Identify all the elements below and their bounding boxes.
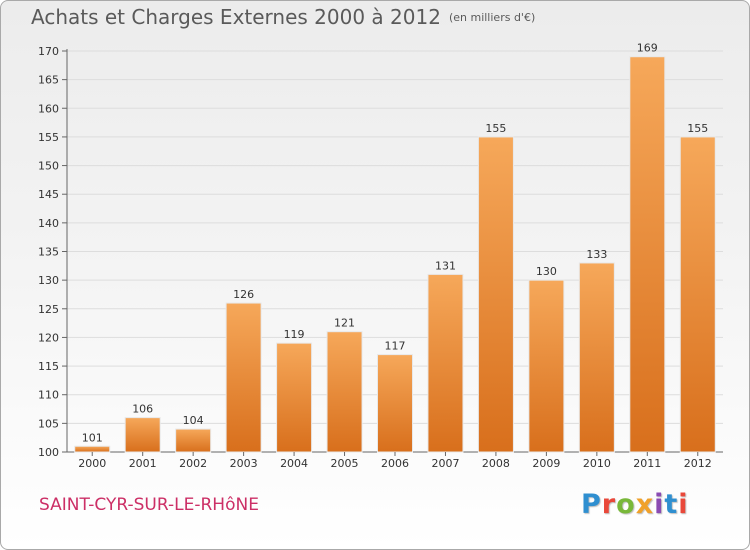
bar-value-label: 155 [687, 122, 708, 135]
y-tick-label: 130 [38, 274, 59, 287]
x-tick-label: 2011 [633, 457, 661, 470]
x-tick-label: 2008 [482, 457, 510, 470]
bar [477, 136, 514, 453]
y-tick-label: 145 [38, 188, 59, 201]
logo-letter: t [664, 489, 679, 520]
bar-value-label: 106 [132, 403, 153, 416]
bar [377, 354, 413, 453]
bar-value-label: 121 [334, 317, 355, 330]
x-tick-label: 2001 [129, 457, 157, 470]
y-tick-label: 115 [38, 360, 59, 373]
chart-title: Achats et Charges Externes 2000 à 2012 (e… [31, 5, 535, 29]
bar-value-label: 130 [536, 265, 557, 278]
bar [427, 273, 464, 453]
logo-letter: o [616, 489, 636, 520]
bar [175, 428, 212, 453]
x-tick-label: 2002 [179, 457, 207, 470]
bar-value-label: 133 [586, 248, 607, 261]
y-tick-label: 155 [38, 131, 59, 144]
bar [679, 136, 716, 453]
bar [578, 262, 615, 453]
logo-letter: x [635, 489, 655, 520]
proxiti-logo: Proxiti [581, 489, 689, 520]
logo-letter: i [678, 489, 689, 520]
bar-value-label: 119 [284, 328, 305, 341]
logo-letter: P [581, 489, 602, 520]
x-tick-label: 2004 [280, 457, 308, 470]
x-tick-label: 2000 [78, 457, 106, 470]
y-tick-label: 135 [38, 246, 59, 259]
bar [276, 342, 313, 453]
logo-letter: i [654, 489, 665, 520]
bar-value-label: 101 [82, 431, 103, 444]
y-tick-label: 160 [38, 102, 59, 115]
place-name: SAINT-CYR-SUR-LE-RHôNE [39, 495, 259, 515]
bar-value-label: 155 [485, 122, 506, 135]
y-tick-label: 165 [38, 74, 59, 87]
bar [528, 279, 565, 453]
bar [225, 302, 262, 453]
y-tick-label: 125 [38, 303, 59, 316]
bar-value-label: 169 [637, 42, 658, 55]
y-tick-label: 170 [38, 45, 59, 58]
bar-value-label: 126 [233, 288, 254, 301]
bar-value-label: 104 [183, 414, 204, 427]
bar-value-label: 117 [385, 340, 406, 353]
y-tick-label: 120 [38, 331, 59, 344]
x-tick-label: 2005 [331, 457, 359, 470]
x-tick-label: 2012 [684, 457, 712, 470]
logo-letter: r [601, 489, 617, 520]
y-tick-label: 110 [38, 389, 59, 402]
y-tick-label: 105 [38, 417, 59, 430]
chart-subtitle: (en milliers d'€) [448, 11, 536, 24]
x-tick-label: 2009 [532, 457, 560, 470]
y-tick-label: 100 [38, 446, 59, 459]
x-tick-label: 2007 [431, 457, 459, 470]
bar [629, 56, 666, 453]
x-tick-label: 2003 [230, 457, 258, 470]
x-tick-label: 2010 [583, 457, 611, 470]
bar [74, 445, 111, 453]
y-tick-label: 140 [38, 217, 59, 230]
y-tick-label: 150 [38, 160, 59, 173]
bar [326, 331, 363, 453]
chart-title-text: Achats et Charges Externes 2000 à 2012 [31, 5, 441, 29]
bar-value-label: 131 [435, 259, 456, 272]
bar [124, 417, 161, 453]
x-tick-label: 2006 [381, 457, 409, 470]
